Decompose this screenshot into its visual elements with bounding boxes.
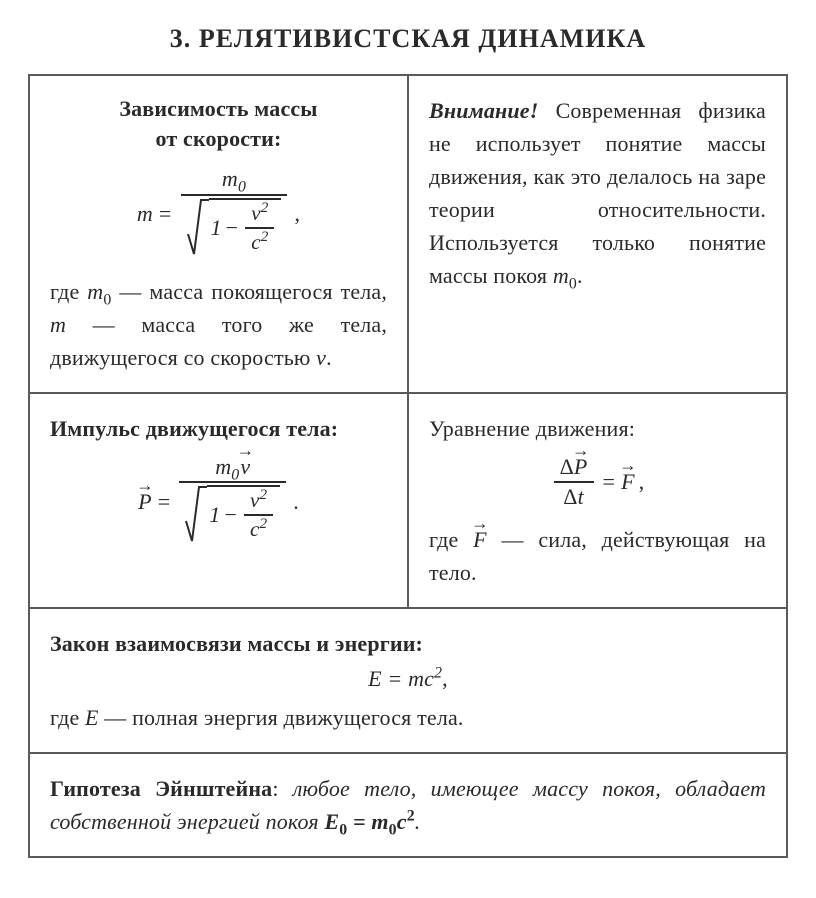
einstein-text: Гипотеза Эйнштейна: любое тело, имеющее … xyxy=(50,772,766,838)
energy-formula: E = mc2, xyxy=(50,662,766,695)
section-title: 3. РЕЛЯТИВИСТСКАЯ ДИНАМИКА xyxy=(28,24,788,54)
cell-momentum: Импульс движущегося тела: P = m0v xyxy=(29,393,408,608)
warning-text: Внимание! Современная физика не использу… xyxy=(429,94,766,292)
cell-warning: Внимание! Современная физика не использу… xyxy=(408,75,787,393)
motion-formula: ΔP Δt = F , xyxy=(429,455,766,509)
cell-energy: Закон взаимосвязи массы и энергии: E = m… xyxy=(29,608,787,753)
page: 3. РЕЛЯТИВИСТСКАЯ ДИНАМИКА Зависимость м… xyxy=(0,0,816,898)
cell-mass-speed: Зависимость массы от скорости: m = m0 xyxy=(29,75,408,393)
cell-heading: Зависимость массы от скорости: xyxy=(50,94,387,153)
momentum-formula: P = m0v xyxy=(50,455,387,549)
cell-einstein: Гипотеза Эйнштейна: любое тело, имеющее … xyxy=(29,753,787,857)
mass-formula: m = m0 xyxy=(50,167,387,261)
radical-icon xyxy=(187,198,209,256)
motion-description: где F — сила, действующая на тело. xyxy=(429,523,766,589)
formula-table: Зависимость массы от скорости: m = m0 xyxy=(28,74,788,858)
cell-equation-of-motion: Уравнение движения: ΔP Δt = F , xyxy=(408,393,787,608)
mass-description: где m0 — масса покоящегося тела, m — мас… xyxy=(50,275,387,374)
energy-description: где E — полная энергия движущегося тела. xyxy=(50,701,766,734)
cell-heading: Импульс движущегося тела: xyxy=(50,412,387,445)
radical-icon xyxy=(185,485,207,543)
cell-heading: Закон взаимосвязи массы и энергии: xyxy=(50,631,423,656)
cell-heading: Уравнение движения: xyxy=(429,412,766,445)
